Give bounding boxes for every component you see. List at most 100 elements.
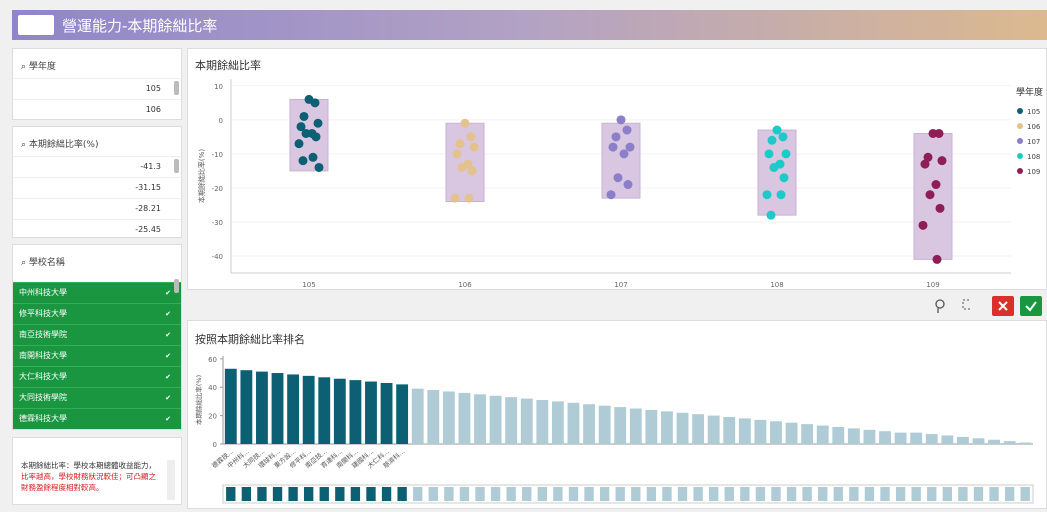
point: [314, 162, 324, 172]
legend-label: 106: [1027, 123, 1041, 131]
bar: [629, 408, 642, 444]
filter-item[interactable]: -41.3: [13, 156, 181, 177]
filter-item[interactable]: 南開科技大學: [13, 345, 181, 366]
bar: [318, 377, 331, 444]
y-tick-label: -10: [212, 151, 223, 159]
bar: [505, 397, 518, 444]
range-box: [757, 129, 797, 216]
filter-box[interactable]: ⌕ 學校名稱中州科技大學修平科技大學南亞技術學院南開科技大學大仁科技大學大同技術…: [12, 244, 182, 430]
bar: [754, 419, 767, 444]
point: [450, 193, 460, 203]
point: [457, 162, 467, 172]
filter-item[interactable]: 大仁科技大學: [13, 366, 181, 387]
legend-title: 學年度: [1016, 86, 1043, 98]
legend-label: 105: [1027, 108, 1040, 116]
scroll-preview: [833, 487, 843, 501]
bar: [442, 391, 455, 444]
bar: [396, 384, 409, 444]
point: [452, 149, 462, 159]
filter-box[interactable]: ⌕ 學年度 105 106: [12, 48, 182, 120]
scroll-preview: [740, 487, 750, 501]
filter-item[interactable]: 南亞技術學院: [13, 324, 181, 345]
confirm-button[interactable]: [1020, 296, 1042, 316]
x-tick-label: 108: [770, 281, 783, 289]
lasso-icon[interactable]: [935, 299, 945, 309]
scrollbar[interactable]: [174, 159, 179, 173]
scroll-preview: [397, 487, 407, 501]
scroll-preview: [911, 487, 921, 501]
filter-title-text: 學年度: [28, 62, 56, 72]
scroll-preview: [1004, 487, 1015, 501]
legend-swatch: [1017, 138, 1023, 144]
filter-item[interactable]: 105: [13, 78, 181, 99]
scroll-preview: [599, 487, 610, 501]
scroll-preview: [304, 487, 314, 501]
x-tick-label: 107: [614, 281, 627, 289]
chart-title: 本期餘絀比率: [195, 58, 261, 72]
filter-item[interactable]: 修平科技大學: [13, 303, 181, 324]
point: [611, 132, 621, 142]
point: [616, 115, 626, 125]
search-icon: ⌕: [21, 140, 29, 150]
scroll-preview: [895, 487, 906, 501]
x-tick-label: 106: [458, 281, 472, 289]
scroll-preview: [771, 487, 781, 501]
point: [769, 162, 779, 172]
point: [932, 254, 942, 264]
select-icon[interactable]: [962, 299, 970, 310]
scroll-preview: [802, 487, 812, 501]
filter-item[interactable]: 大同技術學院: [13, 387, 181, 408]
point: [925, 190, 935, 200]
note-text: 本期餘絀比率：學校本期總體收益能力，: [21, 461, 156, 470]
note: 本期餘絀比率：學校本期總體收益能力， 比率越高，學校財務狀況較佳；可凸顯之財務盈餘…: [13, 438, 181, 493]
scroll-preview: [942, 487, 952, 501]
bar: [894, 432, 907, 444]
scroll-preview: [724, 487, 734, 501]
point: [467, 166, 477, 176]
bar: [988, 439, 1000, 444]
note-highlight: 比率越高，學校財務狀況較佳；可凸顯之財務盈餘程度相對較高。: [21, 472, 156, 492]
bar: [676, 412, 689, 444]
filter-item[interactable]: -25.45: [13, 219, 181, 237]
bar: [956, 436, 969, 444]
filter-item[interactable]: -28.21: [13, 198, 181, 219]
scroll-preview: [475, 487, 485, 501]
filter-item[interactable]: 德霖科技大學: [13, 408, 181, 429]
point: [622, 125, 632, 135]
filter-item[interactable]: 106: [13, 99, 181, 119]
scroll-preview: [693, 487, 703, 501]
cancel-button[interactable]: [992, 296, 1014, 316]
point: [937, 156, 947, 166]
filter-title: ⌕ 學年度: [13, 49, 181, 78]
scroll-preview: [413, 487, 423, 501]
bar: [489, 395, 502, 444]
scrollbar[interactable]: [167, 460, 175, 500]
bar: [941, 435, 954, 444]
scrollbar[interactable]: [174, 81, 179, 95]
filter-item[interactable]: 中州科技大學: [13, 282, 181, 303]
point: [308, 152, 318, 162]
scroll-preview: [366, 487, 376, 501]
legend-swatch: [1017, 168, 1023, 174]
scroll-preview: [257, 487, 267, 501]
scroll-preview: [319, 487, 329, 501]
y-tick-label: -30: [212, 219, 223, 227]
scrollbar[interactable]: [174, 279, 179, 293]
point: [625, 142, 635, 152]
bar: [738, 418, 751, 444]
bar: [551, 401, 564, 444]
y-tick-label: -40: [212, 253, 223, 261]
bar: [614, 407, 627, 444]
filter-box[interactable]: ⌕ 本期餘絀比率(%) -41.3 -31.15 -28.21 -25.45: [12, 126, 182, 238]
point: [762, 190, 772, 200]
scroll-preview: [568, 487, 579, 501]
y-tick-label: 0: [219, 117, 223, 125]
bar: [598, 405, 611, 444]
scroll-track[interactable]: [222, 484, 1034, 504]
bar: [1003, 441, 1016, 444]
filter-item[interactable]: -31.15: [13, 177, 181, 198]
bar: [707, 415, 720, 444]
bar: [847, 428, 860, 444]
bar: [474, 394, 486, 444]
point: [464, 193, 474, 203]
